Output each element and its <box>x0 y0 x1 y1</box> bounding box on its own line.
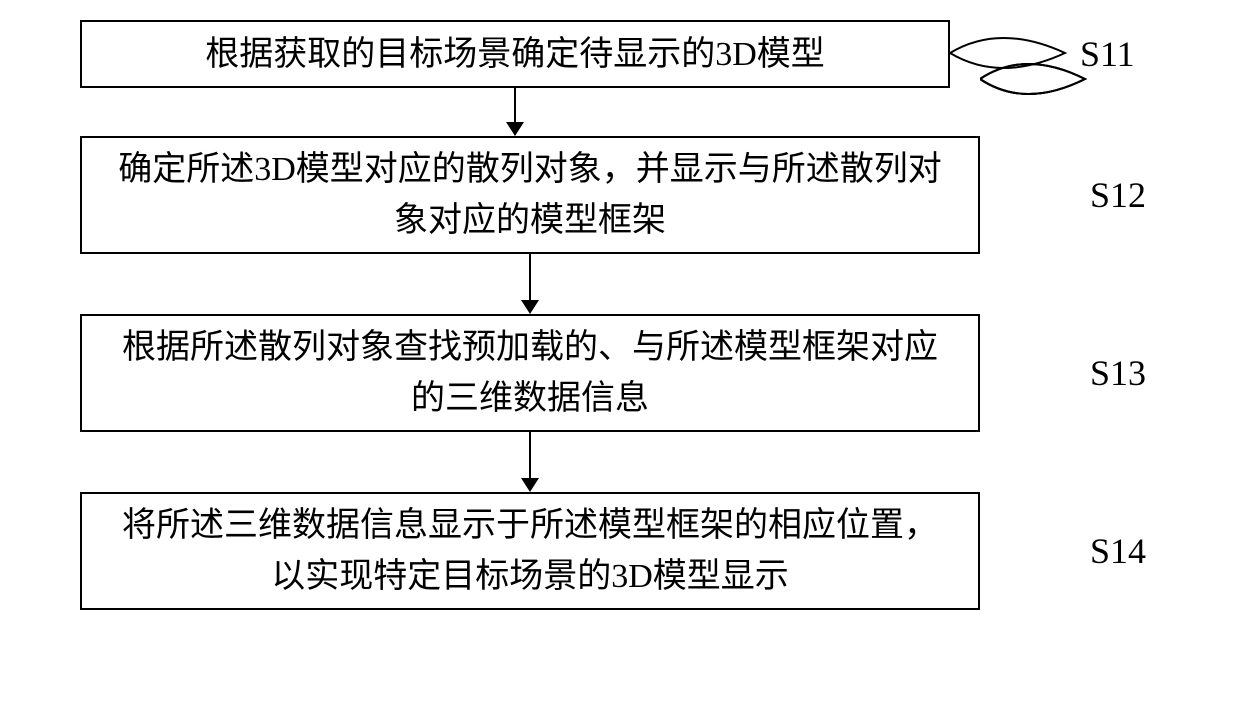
arrow-head-icon-3 <box>521 478 539 492</box>
step-content-s14: 将所述三维数据信息显示于所述模型框架的相应位置， 以实现特定目标场景的3D模型显… <box>102 488 958 614</box>
arrow-line-1 <box>514 88 516 122</box>
step-text-s13-line1: 根据所述散列对象查找预加载的、与所述模型框架对应 <box>122 322 938 373</box>
step-text-s13-line2: 的三维数据信息 <box>122 373 938 424</box>
step-box-s11: 根据获取的目标场景确定待显示的3D模型 <box>80 20 950 88</box>
step-content-s13: 根据所述散列对象查找预加载的、与所述模型框架对应 的三维数据信息 <box>102 310 958 436</box>
curve-connector-s14 <box>980 54 1100 104</box>
step-text-s14-line1: 将所述三维数据信息显示于所述模型框架的相应位置， <box>122 500 938 551</box>
arrow-1 <box>506 88 524 136</box>
step-content-s12: 确定所述3D模型对应的散列对象，并显示与所述散列对 象对应的模型框架 <box>98 132 962 258</box>
arrow-2 <box>521 254 539 314</box>
step-box-s14: 将所述三维数据信息显示于所述模型框架的相应位置， 以实现特定目标场景的3D模型显… <box>80 492 980 610</box>
arrow-connector-2 <box>80 254 1180 314</box>
arrow-line-3 <box>529 432 531 478</box>
flowchart-container: 根据获取的目标场景确定待显示的3D模型 S11 确定所述3D模型对应的散列对象，… <box>80 20 1180 610</box>
arrow-connector-3 <box>80 432 1180 492</box>
arrow-line-2 <box>529 254 531 300</box>
arrow-head-icon-2 <box>521 300 539 314</box>
step-box-s12: 确定所述3D模型对应的散列对象，并显示与所述散列对 象对应的模型框架 <box>80 136 980 254</box>
step-row-s12: 确定所述3D模型对应的散列对象，并显示与所述散列对 象对应的模型框架 S12 <box>80 136 1180 254</box>
step-content-s11: 根据获取的目标场景确定待显示的3D模型 <box>185 17 845 92</box>
arrow-3 <box>521 432 539 492</box>
step-text-s11-line1: 根据获取的目标场景确定待显示的3D模型 <box>205 36 825 73</box>
step-label-s14: S14 <box>1090 530 1146 572</box>
step-text-s12-line1: 确定所述3D模型对应的散列对象，并显示与所述散列对 <box>118 144 942 195</box>
step-row-s14: 将所述三维数据信息显示于所述模型框架的相应位置， 以实现特定目标场景的3D模型显… <box>80 492 1180 610</box>
step-label-s13: S13 <box>1090 352 1146 394</box>
arrow-head-icon-1 <box>506 122 524 136</box>
step-label-s12: S12 <box>1090 174 1146 216</box>
step-row-s13: 根据所述散列对象查找预加载的、与所述模型框架对应 的三维数据信息 S13 <box>80 314 1180 432</box>
step-text-s14-line2: 以实现特定目标场景的3D模型显示 <box>122 551 938 602</box>
step-box-s13: 根据所述散列对象查找预加载的、与所述模型框架对应 的三维数据信息 <box>80 314 980 432</box>
step-text-s12-line2: 象对应的模型框架 <box>118 195 942 246</box>
